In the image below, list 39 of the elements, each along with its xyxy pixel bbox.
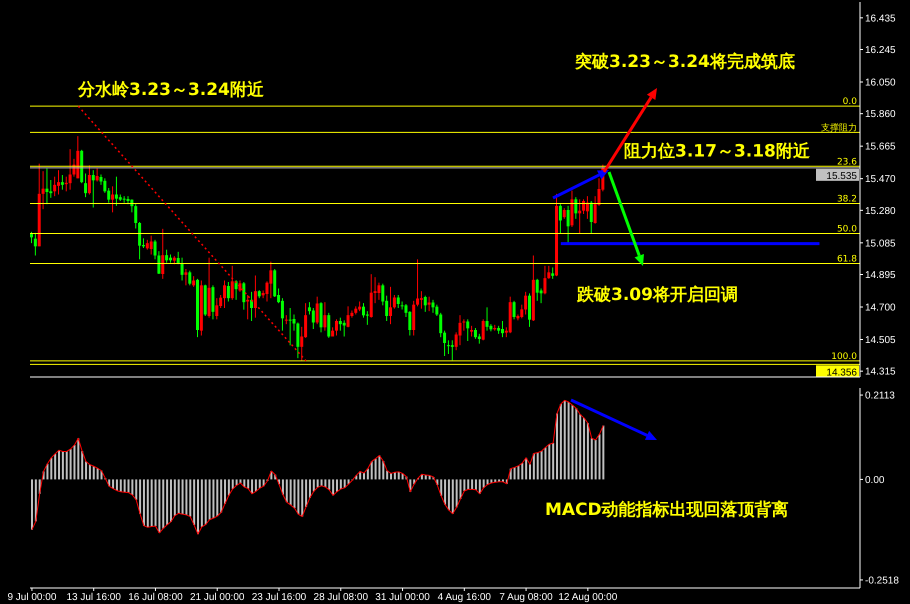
x-tick-label: 13 Jul 16:00 [66,592,122,604]
annotation: 突破3.23～3.24将完成筑底 [574,52,795,72]
annotation: 阻力位3.17～3.18附近 [624,141,811,162]
ref-line-label: 支撑阻力 [821,122,857,134]
y-tick-label: 14.700 [865,302,896,314]
y-tick-label: 14.895 [865,270,896,282]
ref-line-label: 14.356 [826,367,858,378]
x-tick-label: 9 Jul 00:00 [7,592,57,604]
x-tick-label: 7 Aug 08:00 [499,592,554,604]
y-tick-label: 15.665 [865,142,896,153]
x-tick-label: 23 Jul 16:00 [252,592,307,604]
x-tick-label: 12 Aug 00:00 [558,592,618,604]
annotation: MACD动能指标出现回落顶背离 [545,500,789,520]
y-tick-label: 15.085 [865,238,896,250]
ref-line-label: 61.8 [836,254,858,265]
x-tick-label: 4 Aug 16:00 [438,592,492,604]
y-tick-label: 15.470 [865,174,896,186]
x-tick-label: 28 Jul 08:00 [314,592,368,604]
ref-line-label: 15.535 [826,170,858,182]
annotation: 分水岭3.23～3.24附近 [77,80,265,100]
ref-line-label: 100.0 [831,352,858,362]
ref-line-label: 0.0 [842,97,858,108]
annotation: 跌破3.09将开启回调 [576,285,738,305]
ref-line-label: 50.0 [836,224,858,234]
y-tick-label: 15.860 [865,109,896,120]
y-tick-label: 0.00 [865,474,885,486]
y-tick-label: 16.435 [865,13,896,24]
y-tick-label: 15.280 [865,206,896,217]
x-tick-label: 31 Jul 00:00 [375,592,430,604]
ref-line-label: 23.6 [836,157,858,168]
y-tick-label: 16.245 [865,45,896,56]
y-tick-label: 14.315 [865,366,896,378]
x-tick-label: 21 Jul 00:00 [190,592,245,604]
y-tick-label: 0.2113 [865,390,896,402]
x-tick-label: 16 Jul 08:00 [128,592,184,604]
ref-line-label: 38.2 [836,194,857,204]
y-tick-label: 16.050 [865,78,896,89]
y-tick-label: -0.2518 [865,575,900,586]
y-tick-label: 14.505 [865,335,896,346]
